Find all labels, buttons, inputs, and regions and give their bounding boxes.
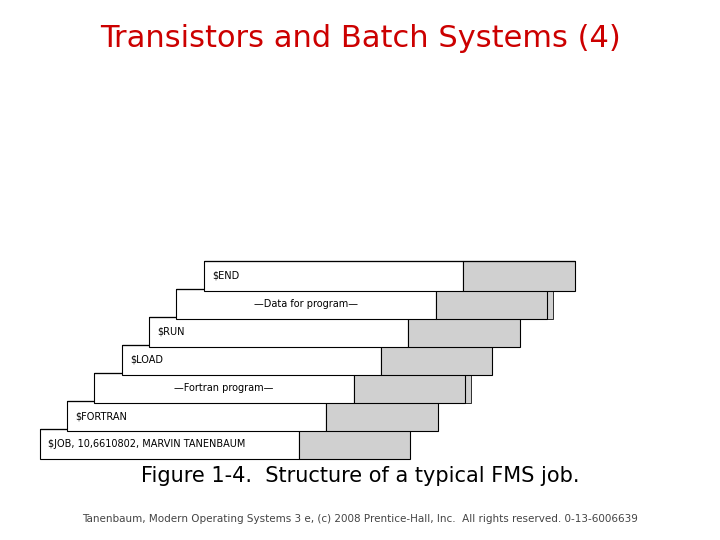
Polygon shape [204,261,463,291]
Polygon shape [250,289,509,319]
Polygon shape [462,373,472,403]
Polygon shape [94,373,354,403]
Polygon shape [176,289,436,319]
Polygon shape [150,373,410,403]
Polygon shape [354,373,465,403]
Text: $RUN: $RUN [158,327,185,337]
Polygon shape [285,289,544,319]
Polygon shape [544,289,554,319]
Polygon shape [410,373,418,403]
Polygon shape [149,317,408,347]
Polygon shape [445,373,454,403]
Polygon shape [186,373,445,403]
Polygon shape [197,289,456,319]
Text: $JOB, 10,6610802, MARVIN TANENBAUM: $JOB, 10,6610802, MARVIN TANENBAUM [48,439,246,449]
Polygon shape [326,401,438,431]
Polygon shape [427,373,436,403]
Polygon shape [527,289,536,319]
Polygon shape [474,289,482,319]
Polygon shape [492,289,500,319]
Text: $LOAD: $LOAD [130,355,163,365]
Polygon shape [381,345,492,375]
Polygon shape [392,373,400,403]
Polygon shape [436,289,547,319]
Polygon shape [67,401,326,431]
Polygon shape [268,289,527,319]
Polygon shape [374,373,383,403]
Text: —Data for program—: —Data for program— [254,299,358,309]
Polygon shape [40,429,299,459]
Polygon shape [203,373,462,403]
Text: Tanenbaum, Modern Operating Systems 3 e, (c) 2008 Prentice-Hall, Inc.  All right: Tanenbaum, Modern Operating Systems 3 e,… [82,515,638,524]
Text: $END: $END [212,271,240,281]
Polygon shape [122,345,381,375]
Polygon shape [233,289,492,319]
Polygon shape [463,261,575,291]
Text: Figure 1-4.  Structure of a typical FMS job.: Figure 1-4. Structure of a typical FMS j… [140,466,580,487]
Polygon shape [114,373,374,403]
Polygon shape [509,289,518,319]
Polygon shape [132,373,392,403]
Polygon shape [408,317,520,347]
Polygon shape [168,373,427,403]
Polygon shape [299,429,410,459]
Polygon shape [456,289,465,319]
Text: $FORTRAN: $FORTRAN [76,411,127,421]
Text: —Fortran program—: —Fortran program— [174,383,274,393]
Text: Transistors and Batch Systems (4): Transistors and Batch Systems (4) [99,24,621,53]
Polygon shape [215,289,474,319]
